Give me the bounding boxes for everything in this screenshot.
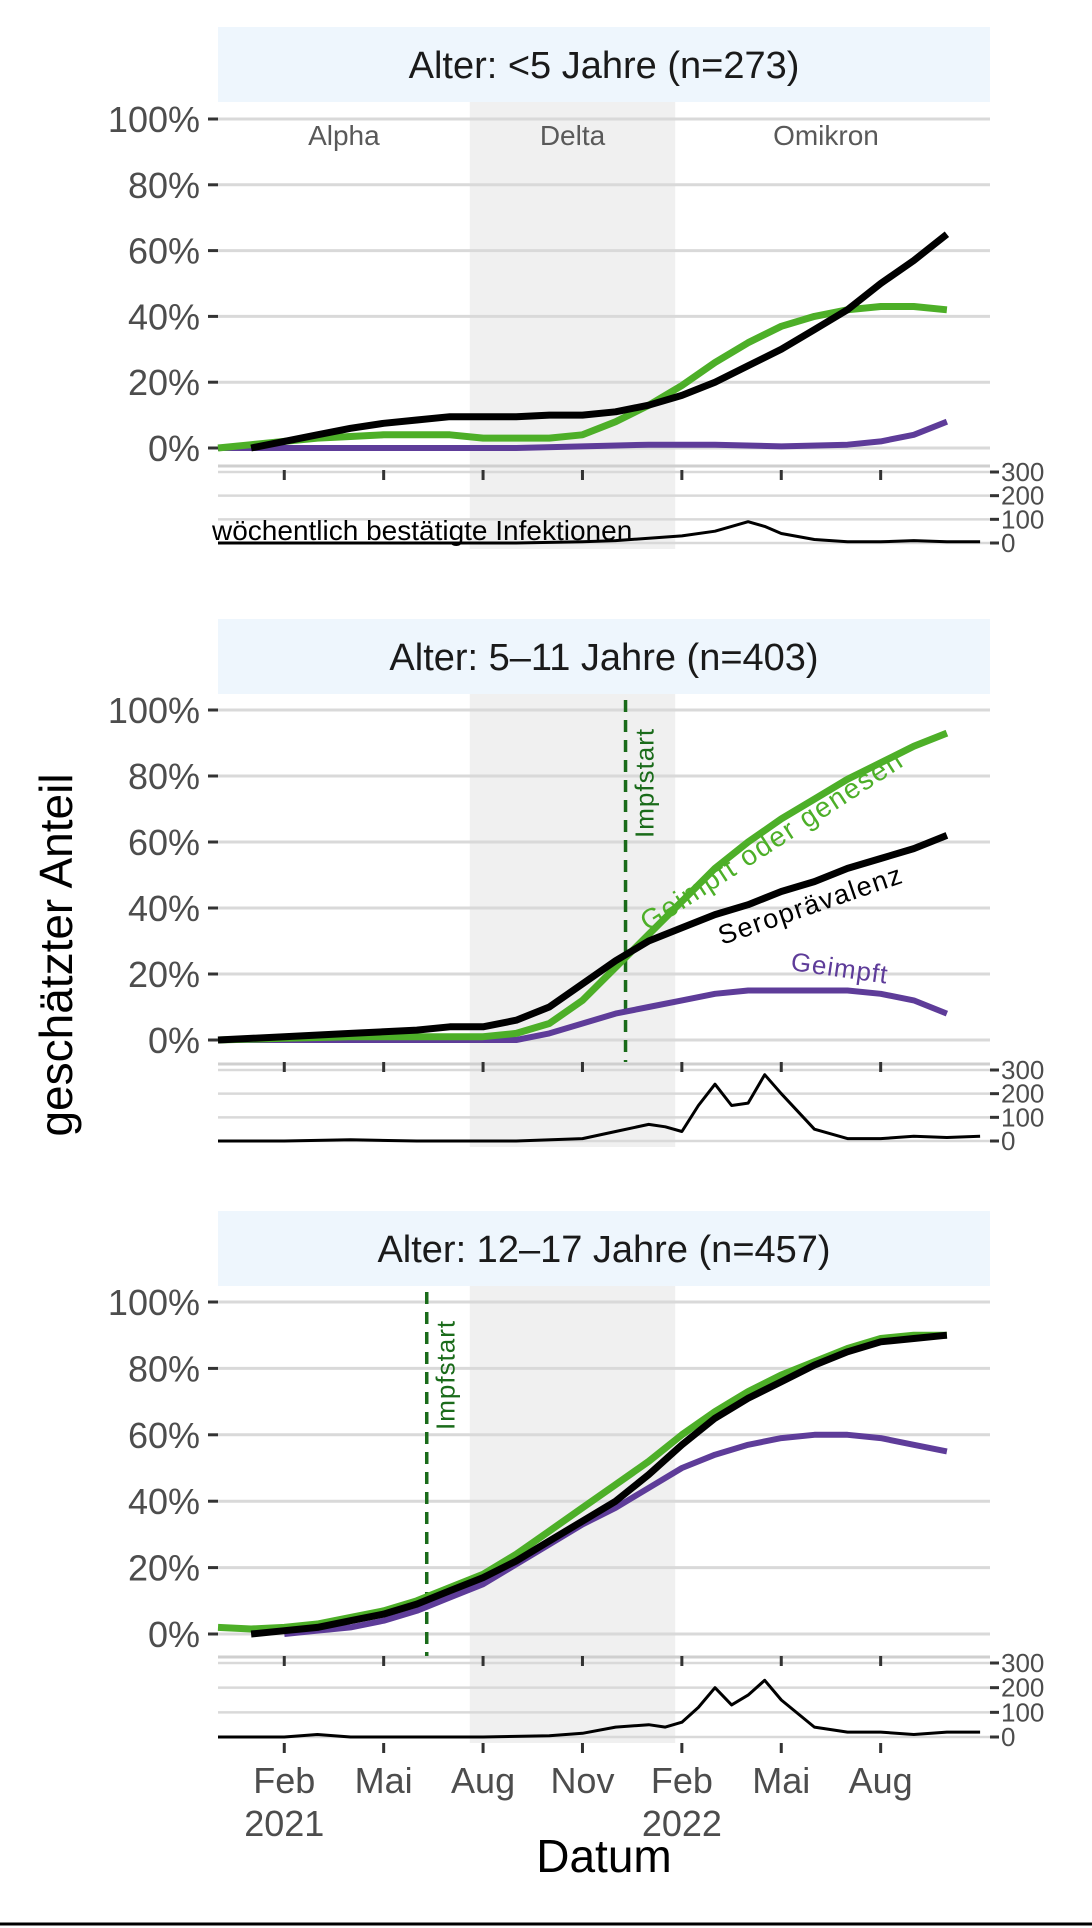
x-tick-label: Mai <box>752 1760 810 1801</box>
y-tick-label: 100% <box>108 99 200 140</box>
y-tick-label: 100% <box>108 1282 200 1323</box>
line-seroprevalence <box>250 1331 948 1638</box>
y-tick-label: 80% <box>128 1348 200 1389</box>
panel-2: Alter: 5–11 Jahre (n=403) 0% 20% 40% 60% 80% 1… <box>108 619 1044 1156</box>
y-tick-label: 0% <box>148 1020 200 1061</box>
line-vaccinated <box>284 1431 948 1637</box>
inset-tick-label: 200 <box>1001 1673 1044 1703</box>
y-tick-label: 100% <box>108 690 200 731</box>
panel-title: Alter: 5–11 Jahre (n=403) <box>389 637 818 679</box>
y-tick-label: 20% <box>128 1548 200 1589</box>
vaccination-start-label: Impfstart <box>630 728 660 838</box>
y-tick-label: 60% <box>128 822 200 863</box>
y-tick-label: 0% <box>148 1614 200 1655</box>
y-tick-label: 20% <box>128 954 200 995</box>
inset-tick-label: 100 <box>1001 504 1044 534</box>
line-vaccinated <box>218 418 949 451</box>
inset-tick-label: 0 <box>1001 1722 1015 1752</box>
inset-tick-label: 100 <box>1001 1697 1044 1727</box>
y-axis-title: geschätzter Anteil <box>30 773 82 1136</box>
x-tick-label: Nov <box>550 1760 614 1801</box>
inset-tick-label: 0 <box>1001 1126 1015 1156</box>
panel-1: Alter: <5 Jahre (n=273) 0% 20% 40% 60% 80% 100… <box>108 27 1044 558</box>
line-weekly-infections <box>218 1678 981 1739</box>
inset-tick-label: 0 <box>1001 528 1015 558</box>
x-tick-label: Aug <box>451 1760 515 1801</box>
x-tick-label: Mai <box>355 1760 413 1801</box>
panel-strip <box>218 1211 990 1286</box>
inset-tick-label: 300 <box>1001 457 1044 487</box>
y-tick-label: 40% <box>128 1481 200 1522</box>
delta-period-band <box>469 102 676 549</box>
x-tick-label: Aug <box>849 1760 913 1801</box>
variant-label-omikron: Omikron <box>773 120 879 151</box>
variant-label-delta: Delta <box>540 120 606 151</box>
inset-tick-label: 100 <box>1001 1102 1044 1132</box>
vaccination-start-label: Impfstart <box>431 1320 461 1430</box>
panels: Alter: <5 Jahre (n=273) 0% 20% 40% 60% 80% 100… <box>108 27 1044 1752</box>
x-tick-label: Feb <box>253 1760 315 1801</box>
line-weekly-infections <box>218 520 981 545</box>
line-seroprevalence <box>217 832 949 1044</box>
y-tick-label: 0% <box>148 428 200 469</box>
line-vaccinated-or-recovered <box>217 303 948 452</box>
inset-tick-label: 200 <box>1001 481 1044 511</box>
line-vaccinated-or-recovered <box>217 729 949 1044</box>
y-tick-label: 40% <box>128 888 200 929</box>
x-tick-label: Feb <box>651 1760 713 1801</box>
y-tick-label: 20% <box>128 362 200 403</box>
delta-period-band <box>469 694 676 1147</box>
variant-label-alpha: Alpha <box>308 120 380 151</box>
inset-label: wöchentlich bestätigte Infektionen <box>211 515 632 546</box>
inset-tick-label: 200 <box>1001 1079 1044 1109</box>
y-tick-label: 80% <box>128 756 200 797</box>
y-tick-label: 80% <box>128 165 200 206</box>
y-tick-label: 60% <box>128 231 200 272</box>
line-weekly-infections <box>218 1073 981 1143</box>
panel-title: Alter: <5 Jahre (n=273) <box>409 45 800 87</box>
inset-tick-label: 300 <box>1001 1055 1044 1085</box>
panel-strip <box>218 619 990 694</box>
y-tick-label: 60% <box>128 1415 200 1456</box>
x-tick-year: 2021 <box>244 1803 324 1844</box>
x-tick-year: 2022 <box>642 1803 722 1844</box>
panel-title: Alter: 12–17 Jahre (n=457) <box>377 1229 830 1271</box>
x-axis-title: Datum <box>536 1830 671 1882</box>
y-tick-label: 40% <box>128 296 200 337</box>
panel-3: Alter: 12–17 Jahre (n=457) 0% 20% 40% 60% 80%… <box>108 1211 1044 1752</box>
inset-tick-label: 300 <box>1001 1648 1044 1678</box>
line-seroprevalence <box>250 231 950 452</box>
panel-strip <box>218 27 990 102</box>
